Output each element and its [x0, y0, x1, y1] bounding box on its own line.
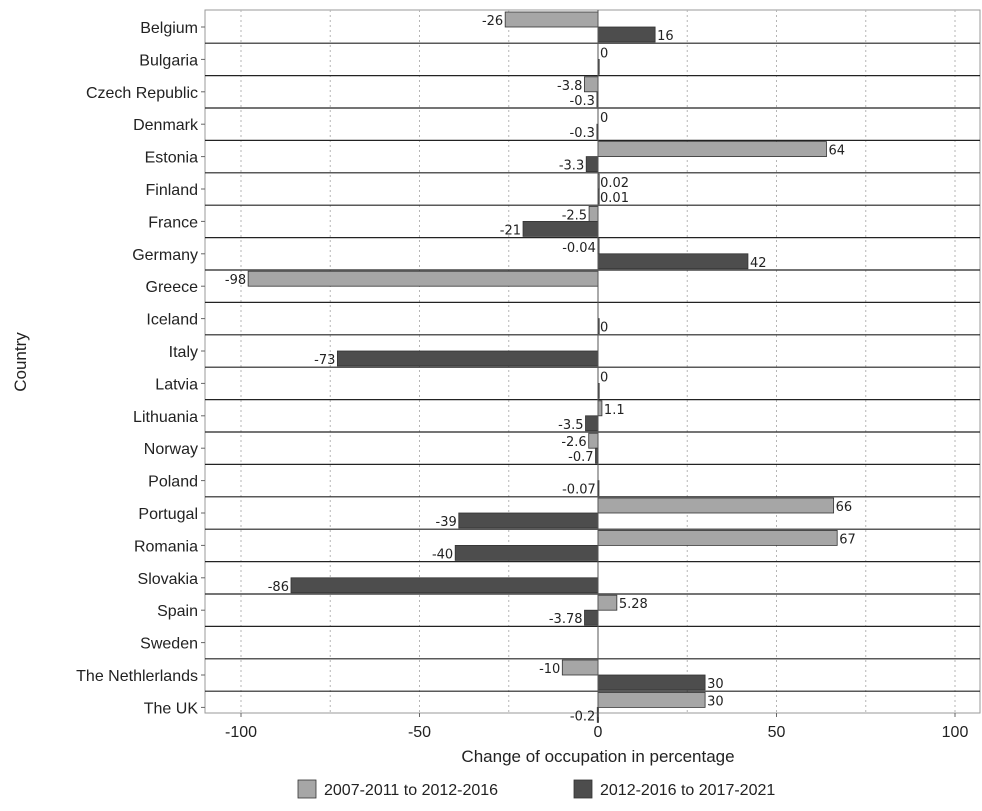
data-label: -3.5 [558, 418, 583, 433]
x-tick-label: 50 [768, 724, 786, 741]
bar-period2 [597, 253, 749, 270]
y-tick-label: The Nethlerlands [76, 668, 198, 685]
grid-layer [204, 9, 981, 714]
x-tick-label: -50 [408, 724, 431, 741]
bar-period1 [597, 141, 827, 158]
bar-period2 [585, 156, 599, 173]
data-label: 0 [600, 370, 608, 385]
data-label: 5.28 [619, 597, 648, 612]
bar-period1 [588, 432, 599, 449]
data-label: -3.78 [549, 612, 583, 627]
data-label: -40 [432, 547, 453, 562]
data-label: -0.04 [562, 241, 596, 256]
legend-label: 2012-2016 to 2017-2021 [600, 782, 775, 799]
data-label: -0.3 [570, 126, 595, 141]
bar-period1 [584, 76, 599, 93]
labels-layer: -26160-3.8-0.3-0.3064-3.30.020.01-2.5-21… [225, 14, 856, 724]
y-tick-label: France [148, 214, 198, 231]
bar-period1 [597, 400, 603, 417]
bar-period1 [588, 205, 599, 222]
data-label: -3.8 [557, 79, 582, 94]
data-label: -98 [225, 273, 246, 288]
data-label: -0.2 [570, 709, 595, 724]
x-tick-label: 0 [594, 724, 603, 741]
y-tick-label: Norway [144, 441, 198, 458]
bar-period1 [561, 659, 599, 676]
bar-period2 [584, 609, 599, 626]
y-tick-label: Belgium [140, 20, 198, 37]
bar-period1 [504, 11, 599, 28]
data-label: 1.1 [604, 403, 625, 418]
data-label: -0.7 [568, 450, 593, 465]
data-label: 64 [828, 144, 845, 159]
legend-swatch [297, 779, 317, 799]
bar-period2 [336, 350, 599, 367]
bar-period2 [458, 512, 599, 529]
y-tick-label: Poland [148, 474, 198, 491]
data-label: 16 [657, 29, 674, 44]
data-label: -39 [436, 515, 457, 530]
y-tick-label: Czech Republic [86, 85, 198, 102]
y-axis-title: Country [11, 332, 30, 392]
data-label: -21 [500, 223, 521, 238]
y-tick-label: Sweden [140, 636, 198, 653]
data-label: 0 [600, 46, 608, 61]
data-label: 66 [836, 500, 853, 515]
bar-period1 [597, 692, 706, 708]
bar-period1 [247, 270, 599, 287]
data-label: -2.6 [561, 435, 586, 450]
legend: 2007-2011 to 2012-2016 2012-2016 to 2017-… [297, 779, 775, 799]
legend-label: 2007-2011 to 2012-2016 [324, 782, 498, 799]
y-tick-label: Lithuania [133, 409, 198, 426]
data-label: 0 [600, 111, 608, 126]
data-label: -73 [314, 353, 335, 368]
bar-period2 [585, 415, 599, 432]
x-tick-label: 100 [942, 724, 969, 741]
legend-swatch [573, 779, 593, 799]
data-label: -86 [268, 580, 289, 595]
data-label: 42 [750, 256, 767, 271]
data-label: -10 [539, 662, 560, 677]
y-tick-label: Estonia [145, 150, 198, 167]
axes-layer: Belgium Bulgaria Czech Republic Denmark Esto… [76, 10, 968, 741]
data-label: 0.01 [600, 191, 629, 206]
y-tick-label: Denmark [133, 117, 199, 134]
data-label: 30 [707, 694, 724, 709]
bar-period1 [597, 530, 838, 546]
y-tick-label: Latvia [155, 376, 198, 393]
data-label: 0 [600, 321, 608, 336]
y-tick-label: Romania [134, 538, 198, 555]
data-label: -3.3 [559, 159, 584, 174]
y-tick-label: Slovakia [138, 571, 199, 588]
y-tick-label: Iceland [146, 312, 198, 329]
x-axis-title: Change of occupation in percentage [461, 747, 734, 766]
data-label: 30 [707, 677, 724, 692]
y-tick-label: Portugal [138, 506, 198, 523]
bar-period1 [597, 594, 618, 611]
y-tick-label: Germany [132, 247, 198, 264]
bar-period2 [597, 674, 706, 691]
data-label: 0.02 [600, 176, 629, 191]
bar-period2 [597, 26, 656, 43]
y-tick-label: Spain [157, 603, 198, 620]
bar-period2 [290, 577, 599, 594]
data-label: -0.3 [570, 94, 595, 109]
data-label: -2.5 [562, 208, 587, 223]
data-label: -0.07 [562, 483, 596, 498]
y-tick-label: Greece [146, 279, 199, 296]
bar-period1 [597, 497, 835, 514]
x-tick-label: -100 [225, 724, 257, 741]
data-label: -26 [482, 14, 503, 29]
bar-period2 [454, 545, 599, 561]
y-tick-label: The UK [144, 700, 199, 717]
y-tick-label: Italy [169, 344, 198, 361]
bars-layer [247, 11, 838, 723]
data-label: 67 [839, 532, 856, 547]
y-tick-label: Finland [146, 182, 198, 199]
y-tick-label: Bulgaria [139, 52, 198, 69]
bar-period2 [522, 220, 599, 237]
